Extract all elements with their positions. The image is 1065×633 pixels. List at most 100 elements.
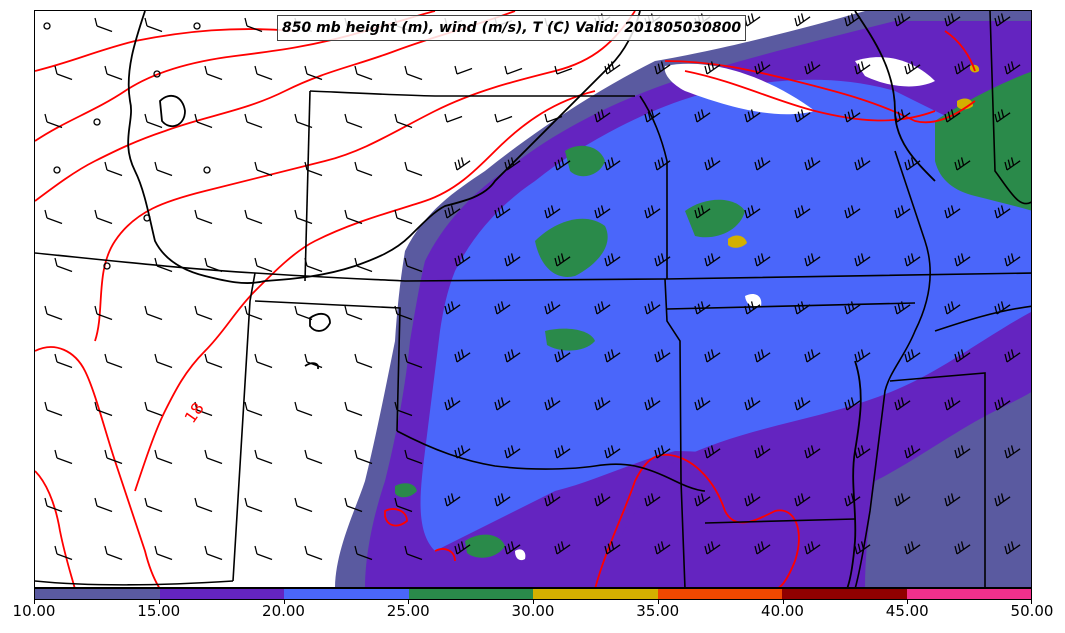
calm-circle-icon: [193, 22, 201, 30]
wind-barb-icon: [704, 541, 721, 555]
temp-contour: [35, 28, 296, 72]
wind-barb-icon: [44, 401, 63, 417]
wind-barb-icon: [854, 445, 871, 459]
wind-barb-icon: [354, 449, 373, 465]
colorbar-tick-label: 30.00: [511, 602, 555, 620]
wind-barb-icon: [404, 161, 423, 177]
wind-barb-icon: [654, 253, 671, 267]
wind-barb-icon: [844, 397, 861, 411]
wind-barb-icon: [744, 397, 761, 411]
wind-barb-icon: [544, 113, 563, 123]
wind-barb-icon: [544, 205, 561, 219]
wind-barb-icon: [154, 353, 173, 369]
wind-barb-icon: [954, 541, 971, 555]
wind-barb-icon: [144, 305, 163, 321]
wind-barb-icon: [754, 157, 771, 171]
wind-barb-icon: [804, 349, 821, 363]
wind-barb-icon: [204, 545, 223, 561]
colorbar-bin: [159, 589, 284, 599]
wind-barb-icon: [244, 113, 263, 129]
wind-barb-icon: [844, 109, 861, 123]
wind-barb-icon: [44, 305, 63, 321]
wind-barb-icon: [594, 109, 611, 123]
colorbar-axis: 10.00 15.00 20.00 25.00 30.00 35.00 40.00 45.00…: [0, 600, 1065, 633]
wind-barb-icon: [894, 493, 911, 507]
wind-barb-icon: [904, 445, 921, 459]
shade-25-30-a: [535, 218, 608, 277]
contour-label: 18: [181, 399, 208, 427]
wind-barb-icon: [354, 353, 373, 369]
wind-barb-icon: [404, 65, 423, 81]
wind-barb-icon: [94, 497, 113, 513]
wind-barb-icon: [554, 541, 571, 555]
wind-barb-icon: [294, 209, 313, 225]
wind-barb-icon: [894, 397, 911, 411]
wind-barb-icon: [854, 349, 871, 363]
wind-barb-icon: [194, 113, 213, 129]
wind-barb-icon: [944, 109, 961, 123]
wind-barb-icon: [204, 353, 223, 369]
wind-barb-icon: [504, 253, 521, 267]
colorbar-bin: [35, 589, 160, 599]
wind-barb-icon: [754, 349, 771, 363]
wind-barb-icon: [344, 113, 363, 129]
wind-barb-icon: [1004, 349, 1021, 363]
wind-barb-icon: [94, 17, 113, 33]
wind-barb-icon: [804, 541, 821, 555]
wind-barb-icon: [854, 157, 871, 171]
colorbar-tick-label: 40.00: [761, 602, 804, 620]
wind-barb-icon: [544, 493, 561, 507]
wind-barb-icon: [494, 301, 511, 315]
wind-barb-icon: [494, 205, 511, 219]
wind-barb-icon: [654, 349, 671, 363]
wind-barb-icon: [444, 205, 461, 219]
wind-barb-icon: [204, 449, 223, 465]
wind-barb-icon: [644, 493, 661, 507]
wind-barb-icon: [894, 13, 911, 27]
wind-barb-icon: [394, 209, 413, 225]
wind-barb-icon: [54, 257, 73, 273]
calm-circle-icon: [203, 166, 211, 174]
colorbar-tick-label: 20.00: [262, 602, 305, 620]
wind-barb-icon: [604, 541, 621, 555]
wind-barb-icon: [254, 449, 273, 465]
wind-barb-icon: [644, 397, 661, 411]
wind-barb-icon: [94, 209, 113, 225]
wind-barb-icon: [44, 113, 63, 129]
wind-barb-icon: [94, 305, 113, 321]
wind-barb-icon: [694, 397, 711, 411]
colorbar-bin: [906, 589, 1031, 599]
wind-barb-icon: [594, 205, 611, 219]
wind-barb-icon: [944, 493, 961, 507]
wind-barb-icon: [894, 301, 911, 315]
wind-barb-icon: [754, 445, 771, 459]
wind-barb-icon: [344, 209, 363, 225]
wind-barb-icon: [844, 493, 861, 507]
wind-barb-icon: [554, 157, 571, 171]
wind-barb-icon: [594, 301, 611, 315]
wind-barb-icon: [654, 61, 671, 75]
colorbar-bin: [782, 589, 907, 599]
wind-barb-icon: [444, 493, 461, 507]
wind-barb-icon: [194, 497, 213, 513]
wind-barb-icon: [704, 445, 721, 459]
wind-barb-icon: [954, 61, 971, 75]
wind-barb-icon: [294, 497, 313, 513]
wind-barb-icon: [694, 205, 711, 219]
wind-barb-icon: [494, 397, 511, 411]
colorbar-tick: [533, 600, 534, 604]
wind-barb-icon: [344, 497, 363, 513]
wind-barb-icon: [354, 545, 373, 561]
wind-barb-icon: [354, 161, 373, 177]
wind-barb-icon: [904, 541, 921, 555]
colorbar-bin: [408, 589, 533, 599]
wind-barb-icon: [954, 349, 971, 363]
wind-barb-icon: [504, 541, 521, 555]
wind-barb-icon: [694, 493, 711, 507]
colorbar-tick: [657, 600, 659, 604]
wind-barb-icon: [1004, 61, 1021, 75]
wind-barb-icon: [454, 445, 471, 459]
wind-barb-icon: [994, 301, 1011, 315]
wind-barb-icon: [944, 13, 961, 27]
wind-barb-icon: [204, 257, 223, 273]
